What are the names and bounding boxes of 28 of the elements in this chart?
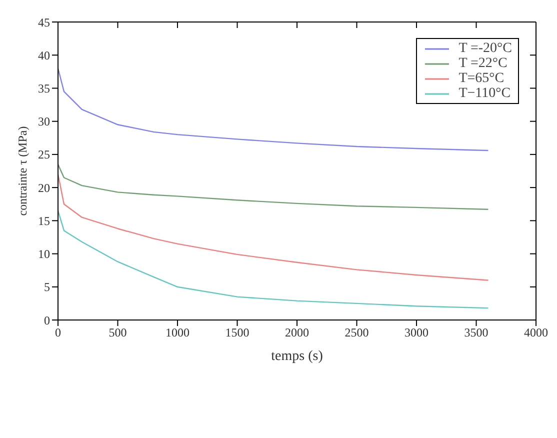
legend-label: T−110°C xyxy=(458,86,511,101)
y-tick-label: 10 xyxy=(38,247,50,262)
x-tick-label: 1500 xyxy=(225,326,250,340)
y-tick-label: 30 xyxy=(38,114,50,129)
x-tick-label: 3000 xyxy=(404,326,428,340)
y-tick-label: 40 xyxy=(38,48,50,62)
y-axis-title: contrainte τ (MPa) xyxy=(15,126,30,216)
x-tick-label: 1000 xyxy=(166,326,190,340)
legend-label: T =-20°C xyxy=(458,41,512,56)
y-tick-label: 45 xyxy=(38,15,50,30)
y-tick-label: 20 xyxy=(38,180,50,195)
x-tick-label: 3500 xyxy=(464,326,488,340)
line-series xyxy=(58,164,489,210)
y-tick-label: 15 xyxy=(38,214,50,228)
x-tick-label: 2500 xyxy=(344,326,369,340)
y-tick-label: 5 xyxy=(44,280,50,294)
x-tick-label: 4000 xyxy=(524,326,548,340)
x-tick-label: 0 xyxy=(55,326,61,340)
x-tick-label: 2000 xyxy=(285,326,309,340)
x-axis-title: temps (s) xyxy=(271,349,324,364)
line-series xyxy=(58,174,489,281)
legend-label: T =22°C xyxy=(458,56,508,71)
legend-label: T=65°C xyxy=(458,71,504,86)
y-tick-label: 25 xyxy=(38,148,50,162)
line-series xyxy=(58,210,489,309)
y-tick-label: 0 xyxy=(44,313,50,328)
x-tick-label: 500 xyxy=(108,326,127,340)
y-tick-label: 35 xyxy=(38,81,50,96)
